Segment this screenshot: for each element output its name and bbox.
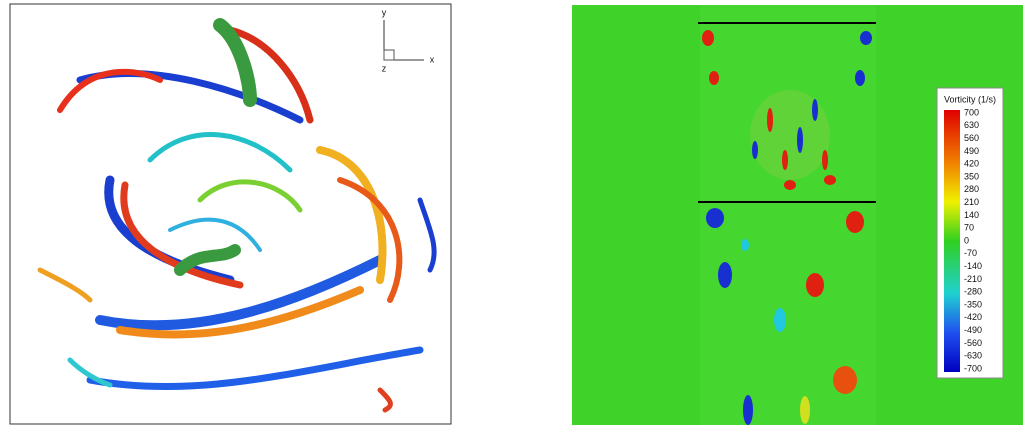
colorbar-tick-label: 630 [964, 120, 979, 130]
axis-label: x [430, 54, 435, 64]
colorbar-tick-label: 140 [964, 210, 979, 220]
colorbar-tick-label: -560 [964, 338, 982, 348]
colorbar-tick-label: 210 [964, 197, 979, 207]
colorbar-tick-label: 0 [964, 235, 969, 245]
colorbar-tick-label: -630 [964, 351, 982, 361]
colorbar-strip [944, 110, 960, 372]
colorbar-tick-label: -70 [964, 248, 977, 258]
figure: y z x Vorticity (1/s) [0, 0, 1034, 427]
axis-label: y [382, 7, 387, 17]
colorbar-tick-label: 700 [964, 107, 979, 117]
page: y z x Vorticity (1/s) [0, 0, 1034, 427]
colorbar-tick-label: -280 [964, 287, 982, 297]
colorbar-tick-label: 560 [964, 133, 979, 143]
colorbar-tick-label: -140 [964, 261, 982, 271]
colorbar-tick-label: -490 [964, 325, 982, 335]
colorbar-tick-label: -210 [964, 274, 982, 284]
colorbar-tick-label: 350 [964, 171, 979, 181]
colorbar-tick-label: 70 [964, 223, 974, 233]
colorbar-title: Vorticity (1/s) [944, 94, 996, 104]
colorbar-tick-label: -700 [964, 363, 982, 373]
colorbar-tick-label: -420 [964, 312, 982, 322]
colorbar-tick-label: -350 [964, 299, 982, 309]
colorbar: Vorticity (1/s) 700630560490420350280210… [937, 88, 1003, 378]
colorbar-tick-label: 280 [964, 184, 979, 194]
axis-label: z [382, 63, 387, 73]
colorbar-tick-label: 420 [964, 159, 979, 169]
colorbar-tick-label: 490 [964, 146, 979, 156]
